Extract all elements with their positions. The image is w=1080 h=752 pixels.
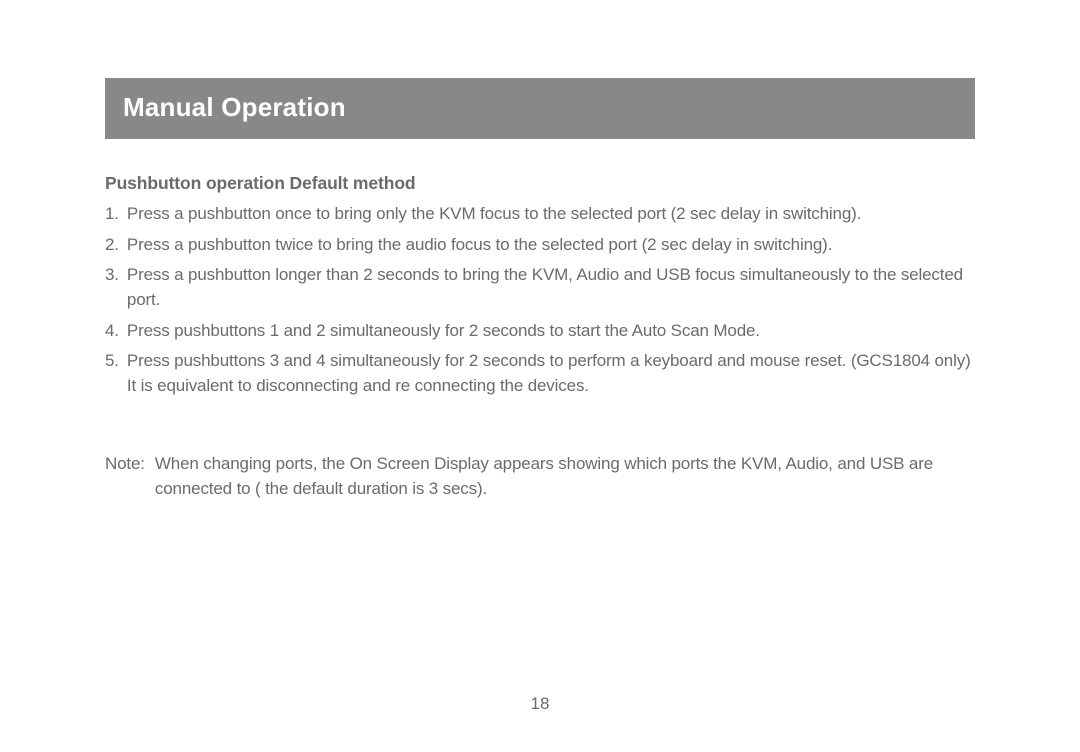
list-item-text: Press pushbuttons 1 and 2 simultaneously…: [127, 319, 975, 344]
list-item: 1. Press a pushbutton once to bring only…: [105, 202, 975, 227]
manual-page: Manual Operation Pushbutton operation De…: [105, 78, 975, 502]
list-item: 3. Press a pushbutton longer than 2 seco…: [105, 263, 975, 312]
list-item-number: 5.: [105, 349, 119, 398]
list-item-number: 3.: [105, 263, 119, 312]
note-block: Note: When changing ports, the On Screen…: [105, 452, 975, 501]
list-item: 5. Press pushbuttons 3 and 4 simultaneou…: [105, 349, 975, 398]
page-number: 18: [0, 694, 1080, 714]
note-label: Note:: [105, 452, 145, 501]
section-title-text: Manual Operation: [123, 92, 346, 122]
section-title-bar: Manual Operation: [105, 78, 975, 139]
list-item-text: Press a pushbutton twice to bring the au…: [127, 233, 975, 258]
list-item-number: 4.: [105, 319, 119, 344]
subsection-heading: Pushbutton operation Default method: [105, 173, 975, 194]
list-item-number: 2.: [105, 233, 119, 258]
list-item-text: Press pushbuttons 3 and 4 simultaneously…: [127, 349, 975, 398]
list-item-text: Press a pushbutton once to bring only th…: [127, 202, 975, 227]
list-item: 2. Press a pushbutton twice to bring the…: [105, 233, 975, 258]
note-text: When changing ports, the On Screen Displ…: [155, 452, 975, 501]
list-item-number: 1.: [105, 202, 119, 227]
list-item-text: Press a pushbutton longer than 2 seconds…: [127, 263, 975, 312]
list-item: 4. Press pushbuttons 1 and 2 simultaneou…: [105, 319, 975, 344]
